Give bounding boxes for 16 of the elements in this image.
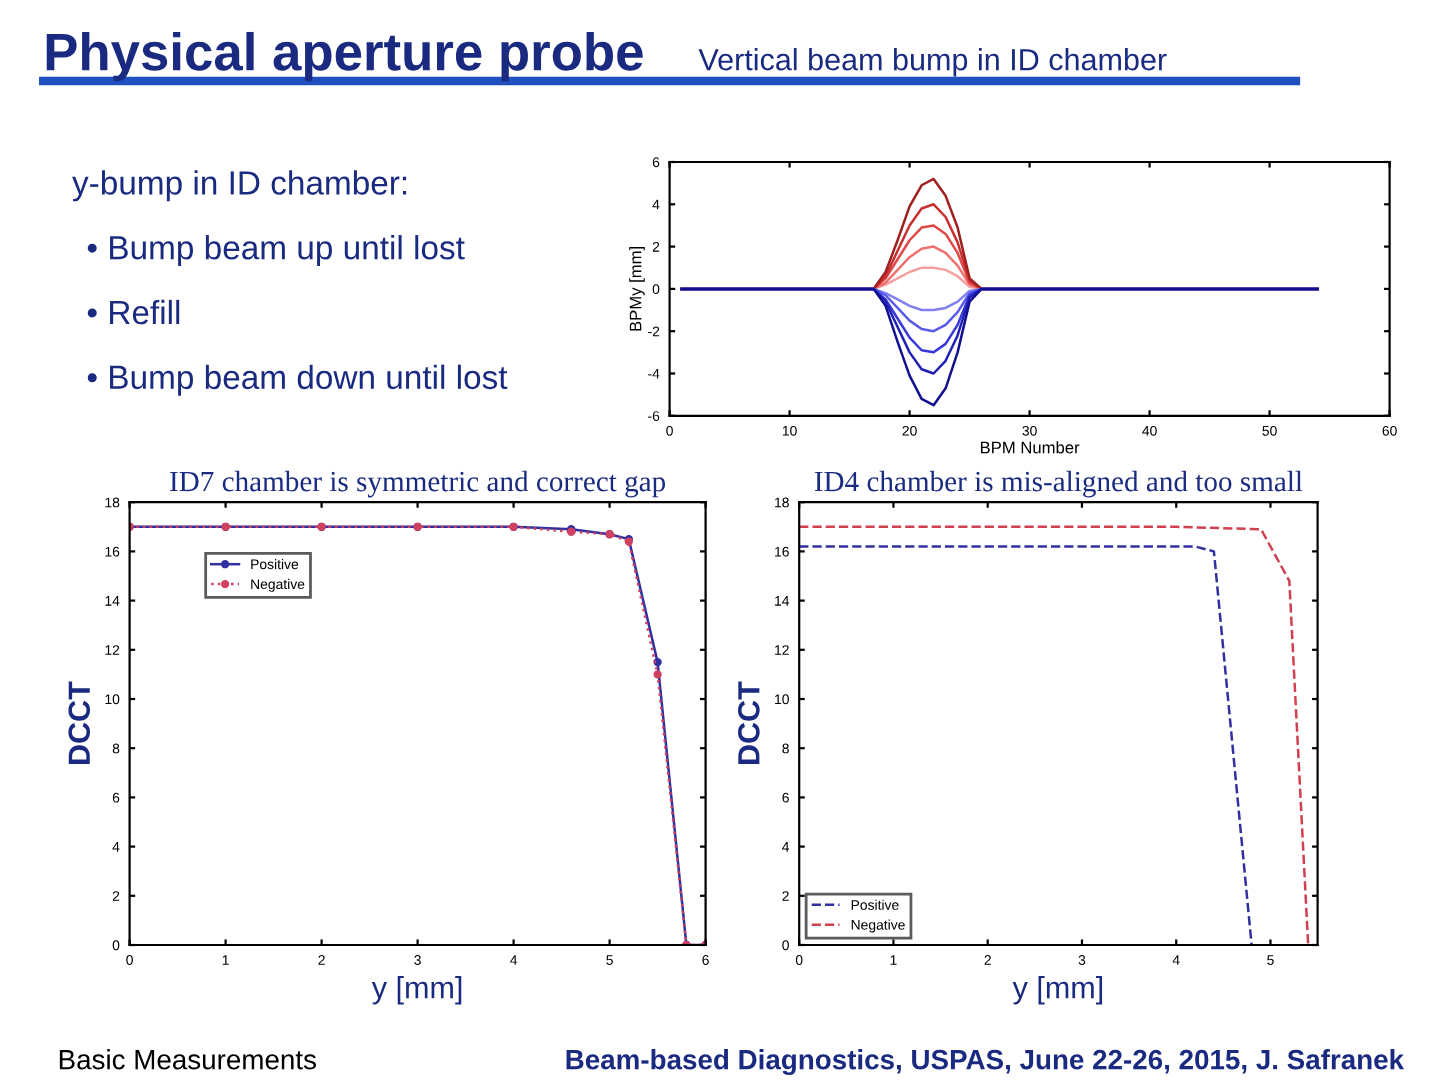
x-axis-title: BPM Number xyxy=(980,441,1080,454)
x-axis-title: y [mm] xyxy=(371,976,462,1005)
text: Beam-based Diagnostics, USPAS, June 22-26, 2015, J. Safranek xyxy=(566,1049,1405,1076)
chart-title: Physical aperture probe xyxy=(46,31,643,82)
text: • Bump beam up until lost xyxy=(87,235,465,267)
text: • Refill xyxy=(87,299,180,325)
x-axis-title: y [mm] xyxy=(1012,976,1103,1005)
chart-title: ID4 chamber is mis-aligned and too small xyxy=(814,470,1303,498)
y-axis-title: DCCT xyxy=(68,681,91,764)
y-axis-title: BPMy [mm] xyxy=(629,247,645,331)
text: • Bump beam down until lost xyxy=(87,364,508,396)
y-axis-title: DCCT xyxy=(738,681,760,764)
text: y-bump in ID chamber: xyxy=(72,170,407,202)
chart-subtitle: Vertical beam bump in ID chamber xyxy=(698,48,1167,77)
text: Basic Measurements xyxy=(59,1049,316,1070)
chart-title: ID7 chamber is symmetric and correct gap xyxy=(170,470,666,498)
